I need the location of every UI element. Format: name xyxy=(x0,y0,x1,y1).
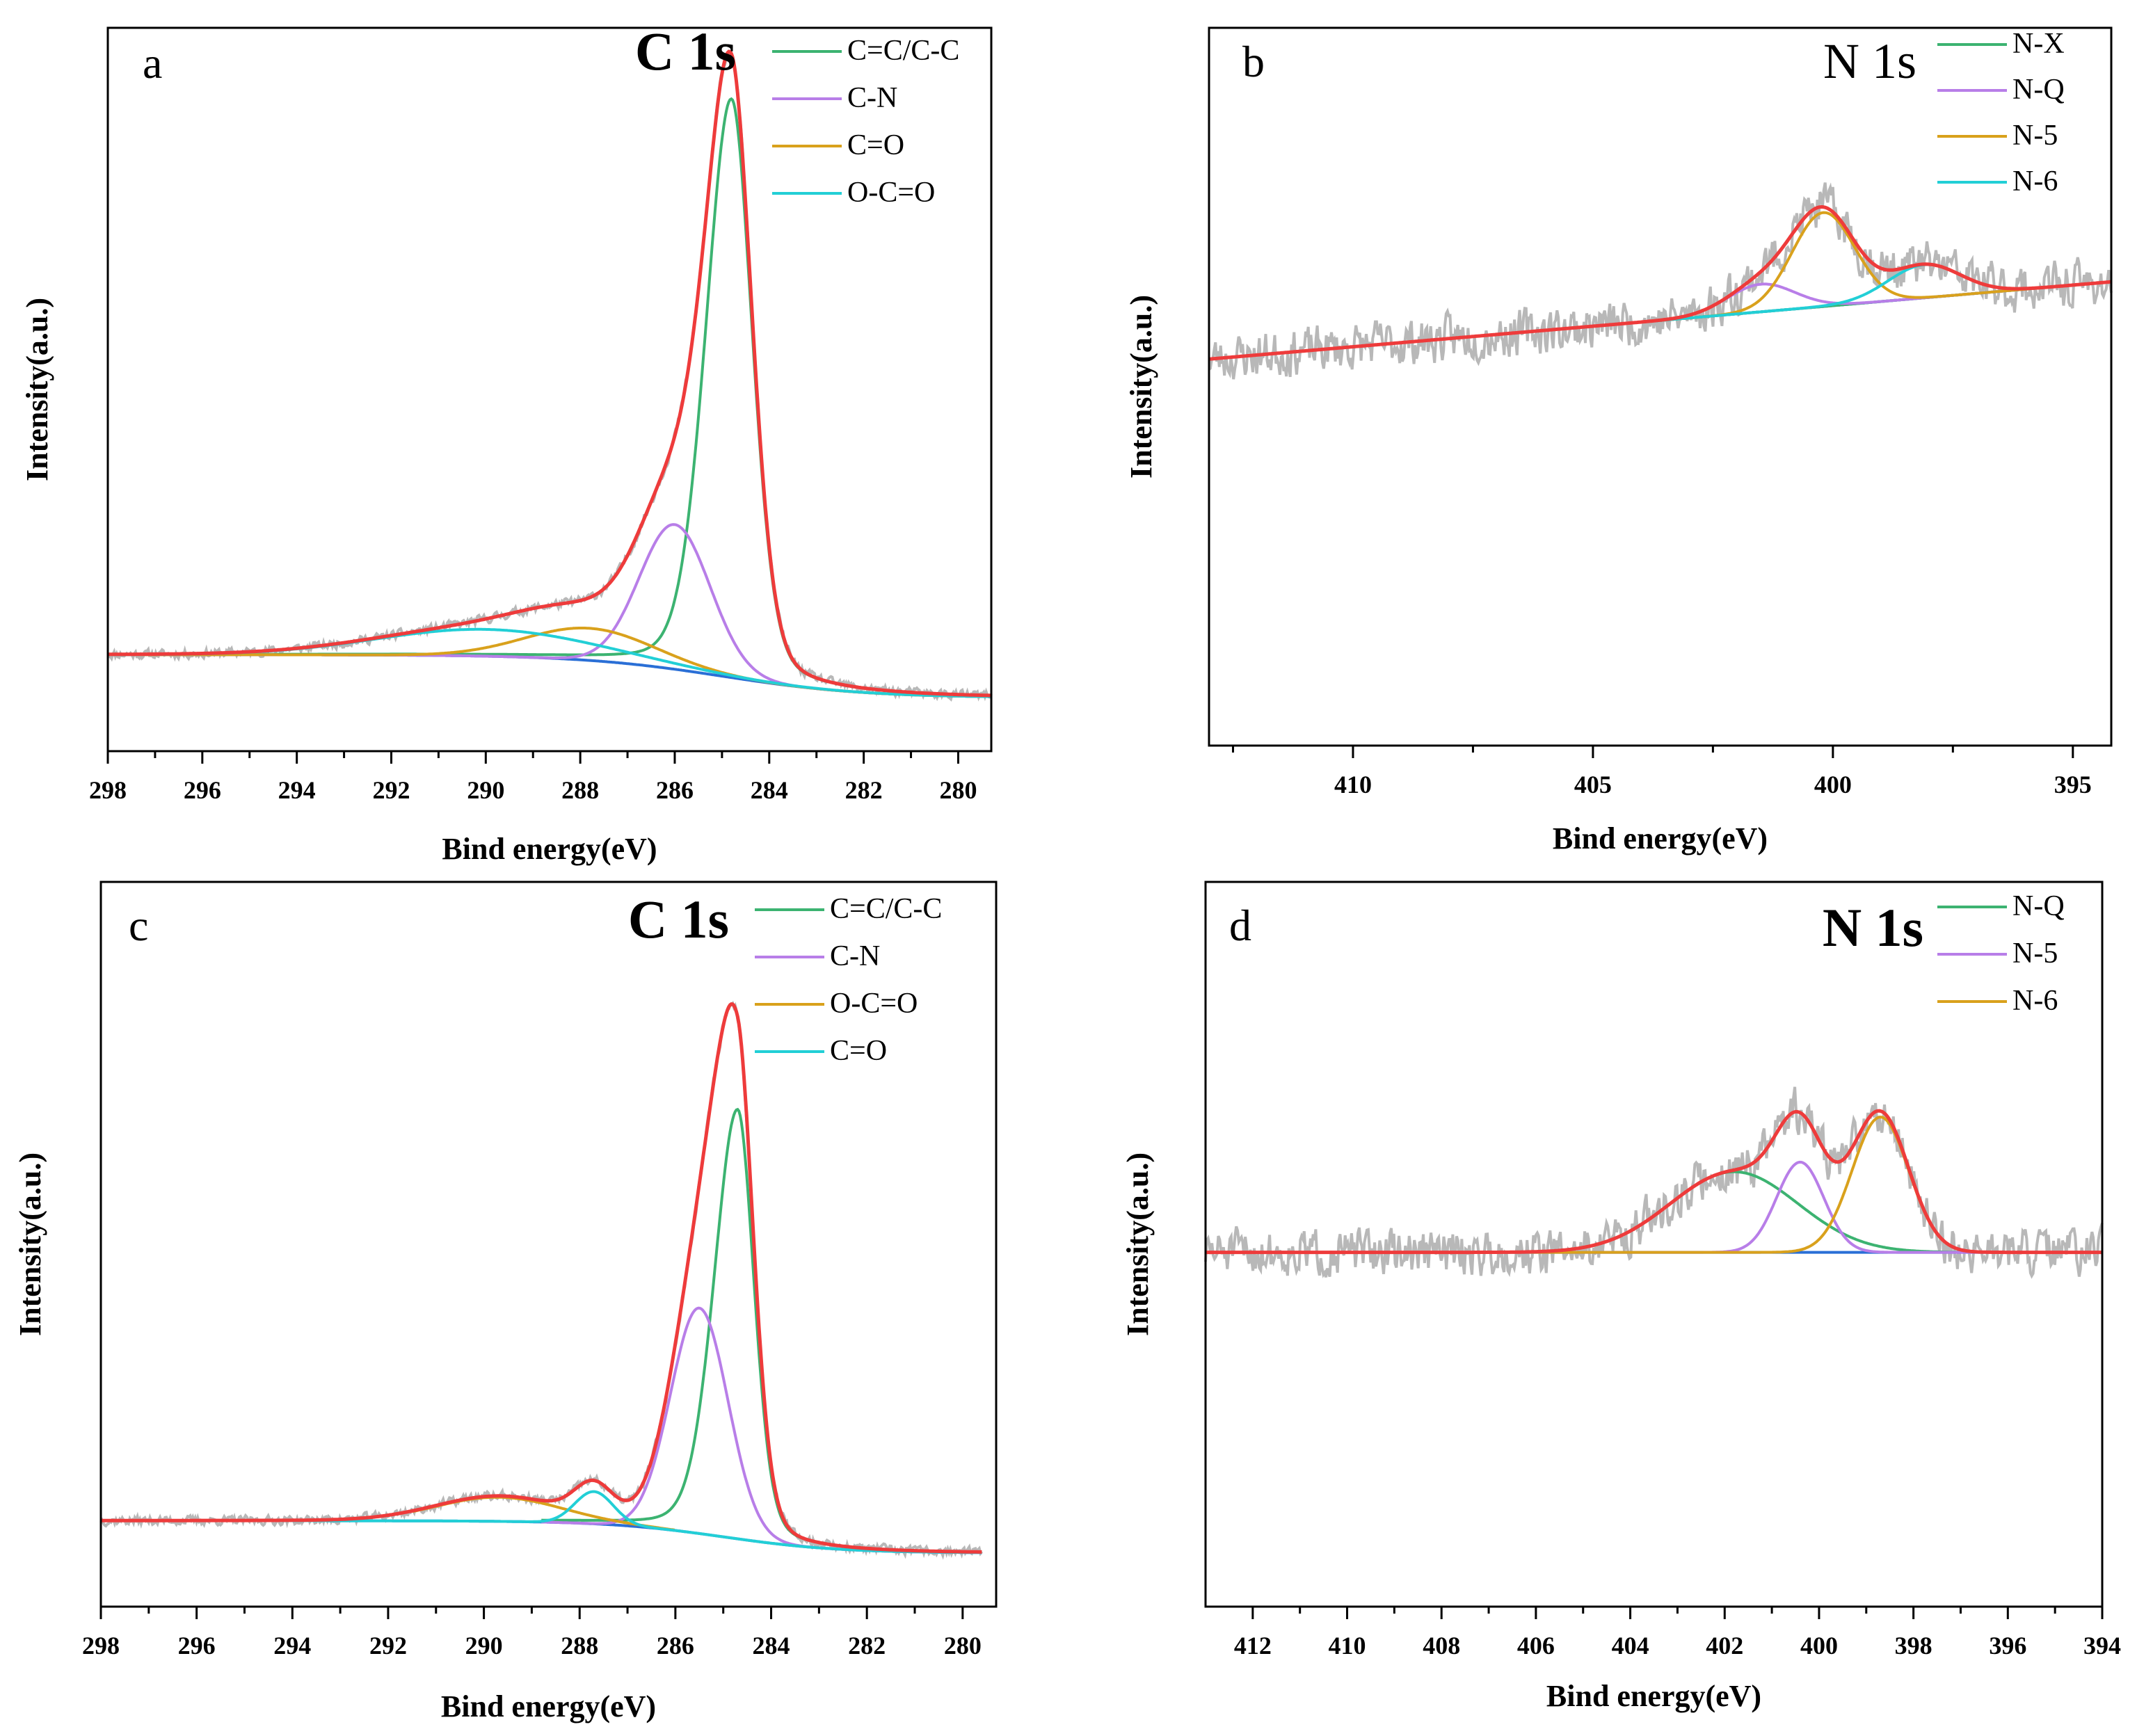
x-axis-title: Bind energy(eV) xyxy=(1546,1679,1761,1713)
x-tick-label: 294 xyxy=(273,1632,311,1659)
panel-letter: a xyxy=(143,38,162,88)
x-tick-label: 286 xyxy=(656,776,694,804)
x-tick-label: 280 xyxy=(944,1632,982,1659)
x-tick-label: 294 xyxy=(278,776,316,804)
x-tick-label: 288 xyxy=(561,1632,598,1659)
x-tick-label: 400 xyxy=(1814,771,1852,798)
x-tick-label: 400 xyxy=(1800,1632,1838,1659)
legend-label: N-5 xyxy=(2012,120,2058,152)
x-tick-label: 296 xyxy=(178,1632,216,1659)
panel-b: 410 405 400 395 Bind energy(eV) Intensity(a.u… xyxy=(1124,26,2113,855)
legend-label: N-6 xyxy=(2012,985,2058,1017)
x-tick-label: 290 xyxy=(467,776,504,804)
panel-letter: d xyxy=(1229,901,1251,950)
panel-a: 298 296 294 292 290 288 286 284 282 280 Bind energ… xyxy=(20,21,993,866)
x-tick-label: 284 xyxy=(753,1632,790,1659)
y-axis-title: Intensity(a.u.) xyxy=(20,298,54,481)
x-tick-label: 282 xyxy=(848,1632,886,1659)
x-tick-label: 398 xyxy=(1895,1632,1932,1659)
envelope-c xyxy=(101,1002,982,1554)
x-tick-label: 404 xyxy=(1612,1632,1649,1659)
x-axis-title: Bind energy(eV) xyxy=(441,1689,656,1723)
panel-title: C 1s xyxy=(628,889,729,949)
legend-label: C-N xyxy=(847,82,897,114)
panel-d: 412 410 408 406 404 402 400 398 396 394 Bind energ… xyxy=(1121,881,2121,1713)
x-tick-label: 395 xyxy=(2054,771,2092,798)
x-tick-label: 292 xyxy=(369,1632,407,1659)
x-tick-label: 288 xyxy=(561,776,599,804)
raw-spectrum-d xyxy=(1204,1086,2104,1279)
x-tick-label: 410 xyxy=(1329,1632,1366,1659)
x-tick-label: 280 xyxy=(939,776,977,804)
x-tick-label: 298 xyxy=(82,1632,120,1659)
legend-label: C=O xyxy=(847,129,904,161)
x-tick-label: 396 xyxy=(1989,1632,2026,1659)
panel-c: 298 296 294 292 290 288 286 284 282 280 Bind energ… xyxy=(13,881,998,1723)
panel-title: C 1s xyxy=(635,21,736,81)
panel-letter: c xyxy=(129,901,148,950)
plot-frame-d xyxy=(1204,881,2104,1608)
legend-label: N-5 xyxy=(2012,938,2058,970)
y-axis-title: Intensity(a.u.) xyxy=(13,1152,47,1336)
legend-label: C-N xyxy=(830,940,880,972)
envelope-b xyxy=(1208,205,2112,361)
y-axis-title: Intensity(a.u.) xyxy=(1124,295,1158,479)
x-tick-label: 290 xyxy=(465,1632,503,1659)
y-axis-title: Intensity(a.u.) xyxy=(1121,1152,1155,1336)
plot-frame-c xyxy=(99,881,998,1608)
legend-label: C=O xyxy=(830,1035,887,1067)
envelope-d xyxy=(1206,1109,2102,1255)
x-tick-label: 282 xyxy=(845,776,883,804)
x-tick-label: 292 xyxy=(372,776,410,804)
x-tick-label: 284 xyxy=(751,776,788,804)
x-tick-label: 410 xyxy=(1334,771,1372,798)
legend-label: O-C=O xyxy=(830,988,918,1020)
x-tick-label: 298 xyxy=(89,776,127,804)
legend-label: C=C/C-C xyxy=(847,35,959,67)
x-tick-label: 402 xyxy=(1706,1632,1743,1659)
legend-label: C=C/C-C xyxy=(830,893,942,925)
x-axis-title: Bind energy(eV) xyxy=(1553,821,1768,855)
legend-label: N-X xyxy=(2012,28,2065,60)
panel-title: N 1s xyxy=(1823,33,1916,89)
x-tick-label: 296 xyxy=(184,776,221,804)
legend-label: N-Q xyxy=(2012,74,2065,106)
x-tick-label: 412 xyxy=(1234,1632,1272,1659)
x-tick-label: 408 xyxy=(1423,1632,1460,1659)
x-tick-label: 405 xyxy=(1574,771,1612,798)
panel-title: N 1s xyxy=(1823,897,1923,958)
x-tick-label: 286 xyxy=(657,1632,694,1659)
envelope-a xyxy=(108,49,991,698)
x-tick-label: 406 xyxy=(1517,1632,1555,1659)
plot-frame-b xyxy=(1208,26,2113,747)
x-axis-title: Bind energy(eV) xyxy=(442,832,657,866)
panel-letter: b xyxy=(1242,37,1265,86)
x-tick-label: 394 xyxy=(2083,1632,2121,1659)
plot-frame-a xyxy=(106,26,993,753)
legend-label: O-C=O xyxy=(847,177,935,209)
legend-label: N-6 xyxy=(2012,166,2058,198)
legend-label: N-Q xyxy=(2012,890,2065,922)
